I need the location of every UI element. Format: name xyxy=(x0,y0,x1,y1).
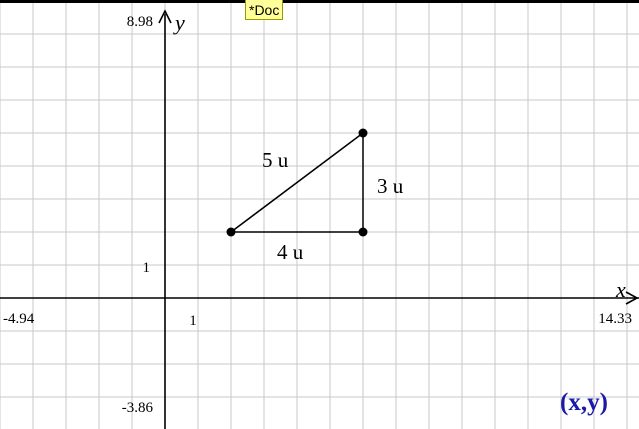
horizontal-leg-length[interactable]: 4 u xyxy=(277,240,304,264)
y-axis-arrow-icon xyxy=(158,9,172,24)
y-max-label: 8.98 xyxy=(127,14,153,30)
x-unit-label: 1 xyxy=(189,313,197,329)
vertex-point[interactable] xyxy=(358,227,368,237)
triangle[interactable] xyxy=(226,128,368,237)
x-axis-name: x xyxy=(615,277,626,302)
vertical-leg-length[interactable]: 3 u xyxy=(377,174,404,198)
measurements: 5 u 3 u 4 u xyxy=(262,148,404,264)
y-unit-label: 1 xyxy=(143,260,151,276)
coordinates-button[interactable]: (x,y) xyxy=(560,389,608,416)
vertex-point[interactable] xyxy=(226,227,236,237)
axes: 8.98 -3.86 -4.94 14.33 1 1 y x xyxy=(0,9,639,429)
top-border xyxy=(0,0,639,3)
vertex-point[interactable] xyxy=(358,128,368,138)
x-min-label: -4.94 xyxy=(3,311,35,327)
x-axis-arrow-icon xyxy=(625,291,639,305)
y-axis-name: y xyxy=(173,10,185,35)
document-badge: *Doc xyxy=(245,0,284,20)
hypotenuse-length[interactable]: 5 u xyxy=(262,148,289,172)
triangle-side-hypotenuse[interactable] xyxy=(230,132,364,233)
x-max-label: 14.33 xyxy=(598,311,632,327)
y-min-label: -3.86 xyxy=(122,400,154,416)
